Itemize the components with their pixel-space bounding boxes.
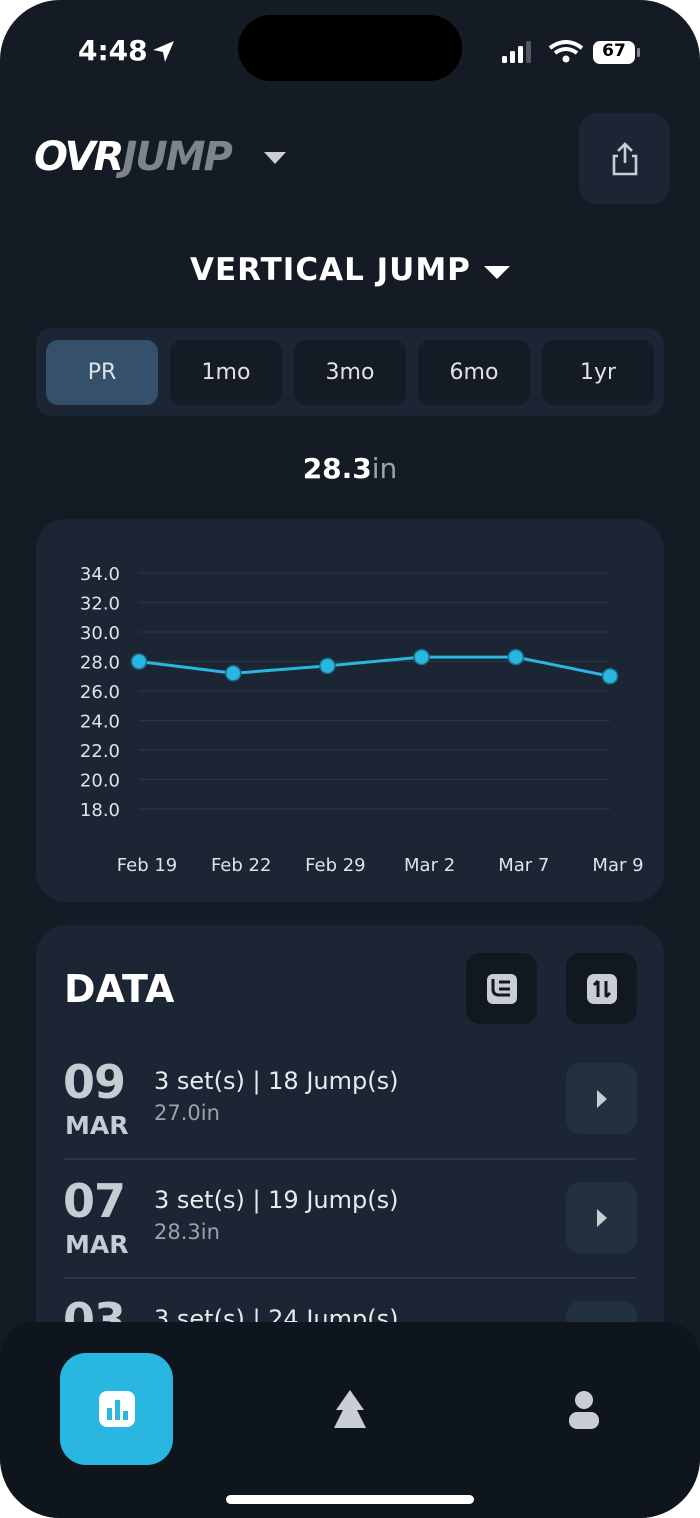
x-tick-label: Feb 29	[305, 855, 366, 876]
sort-button[interactable]	[566, 953, 637, 1024]
data-title: DATA	[64, 967, 175, 1011]
chart-card: 18.0 20.0 22.0 24.0 26.0 28.0 30.0 32.0 34.0 Feb …	[36, 519, 664, 902]
data-line	[138, 655, 611, 678]
data-point	[319, 657, 336, 675]
metric-label: VERTICAL JUMP	[190, 252, 471, 288]
logo-secondary: JUMP	[122, 134, 232, 180]
y-tick-label: 24.0	[80, 712, 120, 733]
data-point	[413, 648, 430, 666]
training-tab[interactable]	[333, 1390, 367, 1430]
summary: 28.3in	[0, 452, 700, 485]
logo-caret	[264, 152, 286, 164]
filter-icon	[486, 973, 517, 1004]
range-tab[interactable]: PR	[46, 340, 158, 405]
open-entry-button[interactable]	[566, 1063, 637, 1134]
profile-tab[interactable]	[568, 1390, 600, 1430]
battery-level: 67	[602, 41, 626, 61]
y-tick-label: 32.0	[80, 594, 120, 615]
data-row[interactable]: 07 MAR 3 set(s) | 19 Jump(s) 28.3in	[36, 1174, 664, 1284]
entry-value: 27.0in	[154, 1101, 220, 1125]
entry-day: 07	[63, 1174, 126, 1228]
chart: 18.0 20.0 22.0 24.0 26.0 28.0 30.0 32.0 34.0 Feb …	[80, 564, 644, 876]
location-icon	[153, 41, 174, 62]
y-tick-label: 20.0	[80, 771, 120, 792]
share-icon	[612, 141, 637, 175]
range-tab[interactable]: 6mo	[418, 340, 530, 405]
range-tab[interactable]: 3mo	[294, 340, 406, 405]
status-time: 4:48	[78, 34, 148, 67]
open-entry-button[interactable]	[566, 1182, 637, 1253]
entry-value: 28.3in	[154, 1220, 220, 1244]
logo-primary: OVR	[34, 134, 124, 180]
stats-icon	[98, 1391, 135, 1427]
x-tick-label: Feb 22	[211, 855, 272, 876]
metric-caret	[483, 266, 510, 279]
data-point	[507, 648, 525, 666]
x-tick-label: Mar 7	[498, 855, 549, 876]
filter-button[interactable]	[466, 953, 537, 1024]
range-tab[interactable]: 1mo	[170, 340, 282, 405]
y-tick-label: 28.0	[80, 653, 120, 674]
sort-icon	[586, 973, 617, 1004]
row-divider	[64, 1277, 636, 1279]
status-icons	[502, 40, 640, 64]
metric-selector[interactable]: VERTICAL JUMP	[0, 252, 700, 288]
range-tab[interactable]: 1yr	[542, 340, 654, 405]
summary-unit: in	[371, 452, 398, 485]
x-tick-label: Feb 19	[117, 855, 178, 876]
data-point	[224, 665, 242, 682]
range-tabs: PR 1mo 3mo 6mo 1yr	[36, 328, 664, 416]
entry-month: MAR	[65, 1230, 129, 1259]
y-tick-label: 18.0	[80, 800, 120, 821]
summary-value: 28.3	[302, 452, 372, 485]
y-tick-label: 22.0	[80, 741, 120, 762]
stats-tab[interactable]	[60, 1353, 173, 1465]
entry-day: 09	[63, 1055, 126, 1109]
tab-bar	[0, 1322, 700, 1518]
home-indicator	[226, 1495, 474, 1504]
y-tick-label: 34.0	[80, 564, 120, 585]
y-tick-label: 26.0	[80, 682, 120, 703]
arrow-icon	[596, 1089, 607, 1108]
data-point	[130, 653, 148, 670]
entry-month: MAR	[65, 1111, 129, 1140]
dynamic-island	[238, 15, 462, 81]
y-tick-label: 30.0	[80, 623, 120, 644]
data-point	[601, 668, 619, 685]
entry-summary: 3 set(s) | 18 Jump(s)	[154, 1067, 399, 1095]
row-divider	[64, 1158, 636, 1160]
entry-summary: 3 set(s) | 19 Jump(s)	[154, 1186, 399, 1214]
x-tick-label: Mar 2	[404, 855, 455, 876]
data-row[interactable]: 09 MAR 3 set(s) | 18 Jump(s) 27.0in	[36, 1055, 664, 1165]
logo[interactable]: OVRJUMP	[34, 134, 233, 180]
arrow-icon	[596, 1208, 607, 1227]
x-tick-label: Mar 9	[592, 855, 643, 876]
share-button[interactable]	[579, 113, 670, 204]
